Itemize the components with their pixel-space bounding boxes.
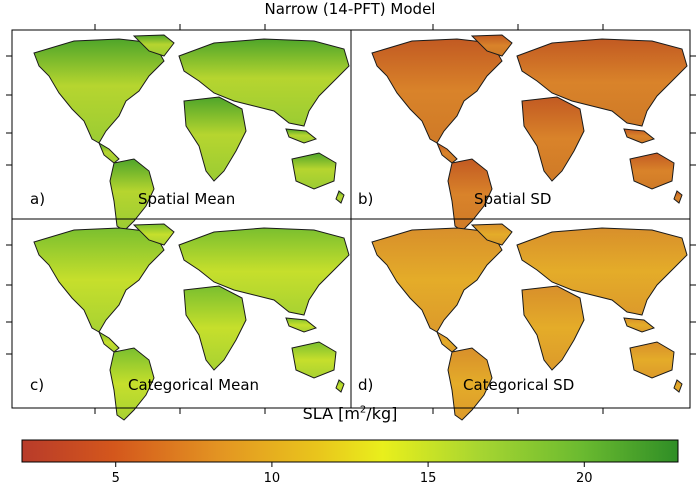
- panel-d-name: Categorical SD: [463, 376, 574, 394]
- colorbar-tick-label: 20: [576, 471, 593, 486]
- frame-ticks: [6, 24, 696, 414]
- figure-title: Narrow (14-PFT) Model: [264, 0, 436, 18]
- colorbar-ticks: [115, 462, 585, 467]
- colorbar-tick-label: 5: [112, 471, 120, 486]
- panel-a-name: Spatial Mean: [138, 190, 235, 208]
- colorbar: [21, 439, 679, 463]
- panel-b-name: Spatial SD: [474, 190, 551, 208]
- colorbar-tick-label: 10: [264, 471, 281, 486]
- colorbar-tick-labels: 5 10 15 20: [112, 471, 593, 486]
- panel-c-letter: c): [30, 376, 44, 394]
- colorbar-tick-label: 15: [420, 471, 437, 486]
- panel-b-letter: b): [358, 190, 373, 208]
- colorbar-label: SLA [m2/kg]: [0, 404, 700, 423]
- panel-d-letter: d): [358, 376, 373, 394]
- panel-c-name: Categorical Mean: [128, 376, 259, 394]
- colorbar-label-sup: 2: [359, 404, 367, 416]
- colorbar-label-suffix: /kg]: [366, 404, 398, 423]
- panel-a-letter: a): [30, 190, 45, 208]
- colorbar-label-prefix: SLA [m: [302, 404, 360, 423]
